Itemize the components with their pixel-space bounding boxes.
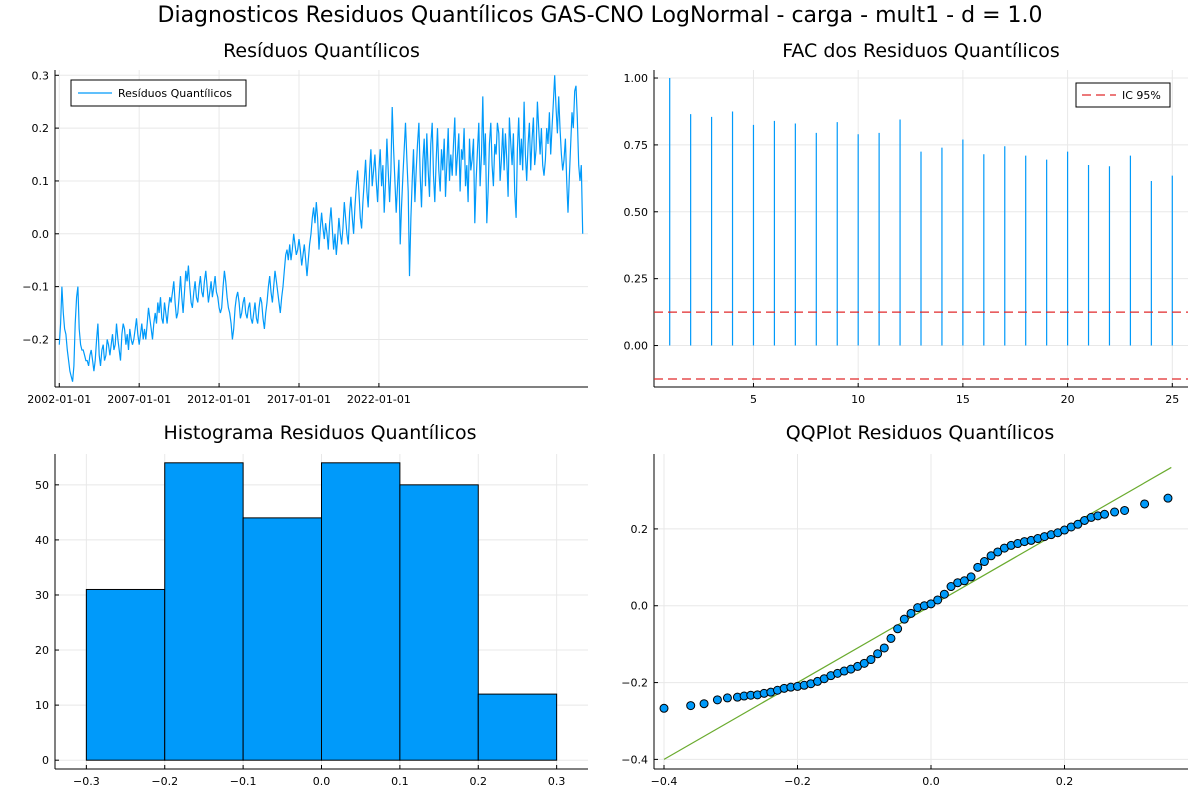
qq-point <box>1120 505 1130 515</box>
x-tick-label: 15 <box>956 393 970 406</box>
qq-point <box>986 551 996 561</box>
qq-point <box>933 595 943 605</box>
x-tick-label: −0.3 <box>73 775 100 788</box>
panel-title: Histograma Residuos Quantílicos <box>163 422 476 444</box>
y-tick-label: 0.3 <box>32 69 50 82</box>
qq-point <box>1100 509 1110 519</box>
y-tick-label: 30 <box>35 589 49 602</box>
x-tick-label: 0.2 <box>470 775 488 788</box>
x-tick-label: 5 <box>750 393 757 406</box>
qq-point <box>722 693 732 703</box>
histogram-bar <box>85 588 166 761</box>
x-tick-label: 0.2 <box>1056 775 1074 788</box>
y-tick-label: −0.2 <box>621 677 648 690</box>
x-tick-label: 10 <box>851 393 865 406</box>
x-tick-label: −0.4 <box>651 775 678 788</box>
y-tick-label: 50 <box>35 479 49 492</box>
qqplot-panel: −0.4 −0.2 0.0 0.2 −0.4 −0.2 0.0 0.2 QQPlot Resid… <box>621 422 1188 788</box>
histogram-panel: −0.3 −0.2 −0.1 0.0 0.1 0.2 0.3 0 10 20 30 40 50 Histo… <box>35 422 588 788</box>
x-tick-label: 0.3 <box>548 775 566 788</box>
y-tick-label: 0.1 <box>32 175 50 188</box>
x-tick-label: 2012-01-01 <box>187 393 251 406</box>
histogram-bar <box>321 462 401 761</box>
qq-point <box>873 649 883 659</box>
x-tick-label: −0.1 <box>230 775 257 788</box>
qq-point <box>939 589 949 599</box>
qq-reference-line <box>663 466 1172 760</box>
qq-point <box>899 614 909 624</box>
qq-point <box>686 701 696 711</box>
qq-point <box>966 572 976 582</box>
x-tick-label: 0.1 <box>391 775 409 788</box>
histogram-bar <box>164 462 244 761</box>
x-tick-label: 2022-01-01 <box>347 393 411 406</box>
qq-point <box>1073 519 1083 529</box>
panel-title: FAC dos Residuos Quantílicos <box>782 40 1060 62</box>
legend-label: IC 95% <box>1122 89 1161 102</box>
qq-point <box>1140 499 1150 509</box>
legend: Resíduos Quantílicos <box>70 79 247 107</box>
qq-point <box>659 703 669 713</box>
acf-panel: 5 10 15 20 25 0.00 0.25 0.50 0.75 1.00 FAC dos Res… <box>624 40 1188 406</box>
y-tick-label: 10 <box>35 699 49 712</box>
x-tick-label: 2007-01-01 <box>107 393 171 406</box>
x-tick-label: 2002-01-01 <box>27 393 91 406</box>
qq-point <box>886 633 896 643</box>
legend-label: Resíduos Quantílicos <box>118 87 232 100</box>
y-tick-label: 0 <box>42 754 49 767</box>
qq-point <box>959 576 969 586</box>
legend-box <box>1075 82 1171 108</box>
histogram-bar <box>399 484 479 761</box>
legend: IC 95% <box>1075 82 1171 108</box>
figure-title: Diagnosticos Residuos Quantílicos GAS-CN… <box>158 3 1043 28</box>
x-tick-label: 20 <box>1061 393 1075 406</box>
qq-point <box>973 562 983 572</box>
y-tick-label: 0.0 <box>631 600 649 613</box>
qq-point <box>859 658 869 668</box>
y-tick-label: 20 <box>35 644 49 657</box>
x-tick-label: −0.2 <box>151 775 178 788</box>
panel-title: Resíduos Quantílicos <box>223 40 420 62</box>
qq-point <box>712 695 722 705</box>
x-tick-label: 25 <box>1165 393 1179 406</box>
y-tick-label: 0.2 <box>631 523 649 536</box>
qq-point <box>946 582 956 592</box>
y-tick-label: −0.1 <box>22 281 49 294</box>
y-tick-label: −0.4 <box>621 753 648 766</box>
y-tick-label: 0.0 <box>32 228 50 241</box>
qq-point <box>866 655 876 665</box>
y-tick-label: 1.00 <box>624 72 649 85</box>
y-tick-label: 0.25 <box>624 273 649 286</box>
qq-point <box>926 599 936 609</box>
qq-point <box>906 608 916 618</box>
residuals-series-line <box>58 75 584 382</box>
x-tick-label: 0.0 <box>922 775 940 788</box>
qq-point <box>979 557 989 567</box>
y-tick-label: 0.2 <box>32 122 50 135</box>
x-tick-label: 2017-01-01 <box>267 393 331 406</box>
qq-point <box>1110 507 1120 517</box>
histogram-bar <box>477 693 558 761</box>
qq-point <box>1163 493 1173 503</box>
y-tick-label: −0.2 <box>22 333 49 346</box>
qq-point <box>893 624 903 634</box>
qq-point <box>993 547 1003 557</box>
histogram-bar <box>242 517 322 761</box>
x-tick-label: −0.2 <box>784 775 811 788</box>
y-tick-label: 0.50 <box>624 206 649 219</box>
panel-title: QQPlot Residuos Quantílicos <box>786 422 1055 444</box>
residuals-line-panel: 2002-01-01 2007-01-01 2012-01-01 2017-01-01… <box>22 40 588 406</box>
qq-point <box>699 699 709 709</box>
x-tick-label: 0.0 <box>313 775 331 788</box>
y-tick-label: 0.75 <box>624 139 649 152</box>
y-tick-label: 0.00 <box>624 340 649 353</box>
y-tick-label: 40 <box>35 534 49 547</box>
qq-point <box>879 643 889 653</box>
